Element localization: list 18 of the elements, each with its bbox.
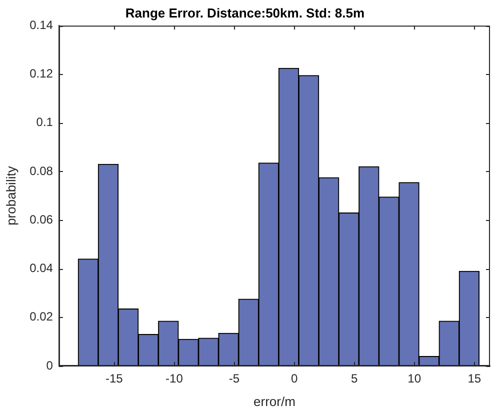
x-tick-label: 5 bbox=[350, 372, 358, 386]
y-tick-label: 0.06 bbox=[30, 212, 54, 226]
chart-title: Range Error. Distance:50km. Std: 8.5m bbox=[125, 5, 365, 20]
y-tick-label: 0 bbox=[46, 358, 54, 372]
x-tick-label: -5 bbox=[228, 372, 240, 386]
y-tick-label: 0.14 bbox=[30, 18, 54, 32]
y-tick-label: 0.02 bbox=[30, 310, 54, 324]
x-tick-label: 0 bbox=[290, 372, 298, 386]
x-tick-label: -15 bbox=[106, 372, 124, 386]
y-tick-label: 0.04 bbox=[30, 261, 54, 276]
x-axis-title: error/m bbox=[254, 394, 296, 409]
x-tick-label: 15 bbox=[468, 372, 482, 386]
x-tick-label: -10 bbox=[166, 372, 184, 386]
y-axis-title: probability bbox=[3, 166, 18, 226]
y-tick-label: 0.12 bbox=[30, 66, 54, 81]
y-tick-label: 0.08 bbox=[30, 164, 54, 178]
y-tick-label: 0.1 bbox=[36, 115, 54, 130]
x-tick-label: 10 bbox=[408, 372, 422, 386]
